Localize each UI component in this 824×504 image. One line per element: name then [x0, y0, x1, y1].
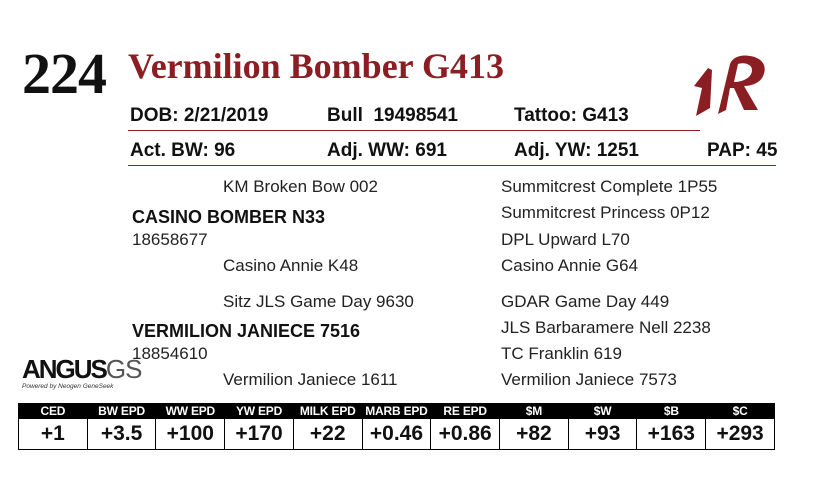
- bull-label: Bull: [327, 105, 363, 126]
- epd-header-re: RE EPD: [430, 403, 501, 419]
- brand-mark-logo: [694, 55, 765, 116]
- epd-header-b: $B: [636, 403, 707, 419]
- epd-value-bw: +3.5: [86, 419, 157, 450]
- weaning-weight-field: Adj. WW: 691: [327, 139, 447, 163]
- epd-header-yw: YW EPD: [224, 403, 294, 419]
- yearling-weight-field: Adj. YW: 1251: [514, 139, 639, 163]
- epd-value-re: +0.86: [430, 419, 501, 450]
- epd-value-c: +293: [705, 419, 775, 450]
- dam-dam: Vermilion Janiece 1611: [223, 370, 398, 389]
- tattoo-label: Tattoo:: [514, 105, 577, 126]
- dam-right-line-3: TC Franklin 619: [501, 344, 622, 363]
- dob-label: DOB:: [130, 105, 179, 126]
- ww-label: Adj. WW:: [327, 140, 411, 161]
- angus-logo-main: ANGUS: [22, 354, 108, 384]
- epd-value-b: +163: [636, 419, 707, 450]
- epd-value-m: +82: [499, 419, 569, 450]
- sire-dam: Casino Annie K48: [223, 256, 359, 275]
- angus-logo-gs: GS: [105, 354, 143, 384]
- epd-value-yw: +170: [224, 419, 294, 450]
- dam-right-line-2: JLS Barbaramere Nell 2238: [501, 318, 711, 337]
- dob-field: DOB: 2/21/2019: [130, 104, 268, 128]
- lot-number: 224: [22, 41, 107, 106]
- dam-right-line-1: GDAR Game Day 449: [501, 292, 670, 311]
- epd-header-ww: WW EPD: [155, 403, 226, 419]
- epd-value-w: +93: [567, 419, 638, 450]
- epd-value-ced: +1: [18, 419, 88, 450]
- epd-value-marb: +0.46: [361, 419, 432, 450]
- sire-sire: KM Broken Bow 002: [223, 177, 378, 196]
- sire-right-line-3: DPL Upward L70: [501, 230, 630, 249]
- divider-line-1: [128, 130, 700, 131]
- sire-right-line-4: Casino Annie G64: [501, 256, 639, 275]
- pap-value: 45: [756, 140, 778, 161]
- epd-value-row: +1 +3.5 +100 +170 +22 +0.46 +0.86 +82 +9…: [18, 419, 775, 450]
- sire-right-line-2: Summitcrest Princess 0P12: [501, 203, 710, 222]
- epd-header-m: $M: [499, 403, 569, 419]
- epd-header-row: CED BW EPD WW EPD YW EPD MILK EPD MARB E…: [18, 403, 775, 419]
- dam-right-line-4: Vermilion Janiece 7573: [501, 370, 677, 389]
- yw-label: Adj. YW:: [514, 140, 592, 161]
- birth-weight-field: Act. BW: 96: [130, 139, 235, 163]
- epd-value-ww: +100: [155, 419, 226, 450]
- angus-gs-logo: ANGUSGS Powered by Neogen GeneSeek: [22, 354, 143, 391]
- ww-value: 691: [415, 140, 447, 161]
- epd-value-milk: +22: [292, 419, 363, 450]
- epd-header-milk: MILK EPD: [292, 403, 363, 419]
- epd-header-w: $W: [567, 403, 638, 419]
- pap-field: PAP: 45: [707, 139, 777, 163]
- sire-name: CASINO BOMBER N33: [132, 207, 326, 227]
- animal-name: Vermilion Bomber G413: [128, 46, 504, 86]
- angus-logo-subtitle: Powered by Neogen GeneSeek: [22, 383, 114, 390]
- bw-label: Act. BW:: [130, 140, 209, 161]
- tattoo-field: Tattoo: G413: [514, 104, 629, 128]
- sire-right-line-1: Summitcrest Complete 1P55: [501, 177, 718, 196]
- dam-name: VERMILION JANIECE 7516: [132, 321, 361, 341]
- epd-header-marb: MARB EPD: [361, 403, 432, 419]
- dam-sire: Sitz JLS Game Day 9630: [223, 292, 414, 311]
- epd-table: CED BW EPD WW EPD YW EPD MILK EPD MARB E…: [18, 403, 775, 450]
- epd-header-c: $C: [705, 403, 775, 419]
- epd-header-bw: BW EPD: [86, 403, 157, 419]
- sire-reg: 18658677: [132, 230, 208, 249]
- pap-label: PAP:: [707, 140, 751, 161]
- tattoo-value: G413: [582, 105, 629, 126]
- yw-value: 1251: [596, 140, 639, 161]
- bull-reg-field: Bull 19498541: [327, 104, 458, 128]
- bw-value: 96: [214, 140, 236, 161]
- bull-reg-value: 19498541: [373, 105, 458, 126]
- epd-header-ced: CED: [18, 403, 88, 419]
- dob-value: 2/21/2019: [183, 105, 269, 126]
- dam-reg: 18854610: [132, 344, 208, 363]
- angus-logo-wordmark: ANGUSGS: [22, 354, 143, 384]
- divider-line-2: [128, 165, 776, 166]
